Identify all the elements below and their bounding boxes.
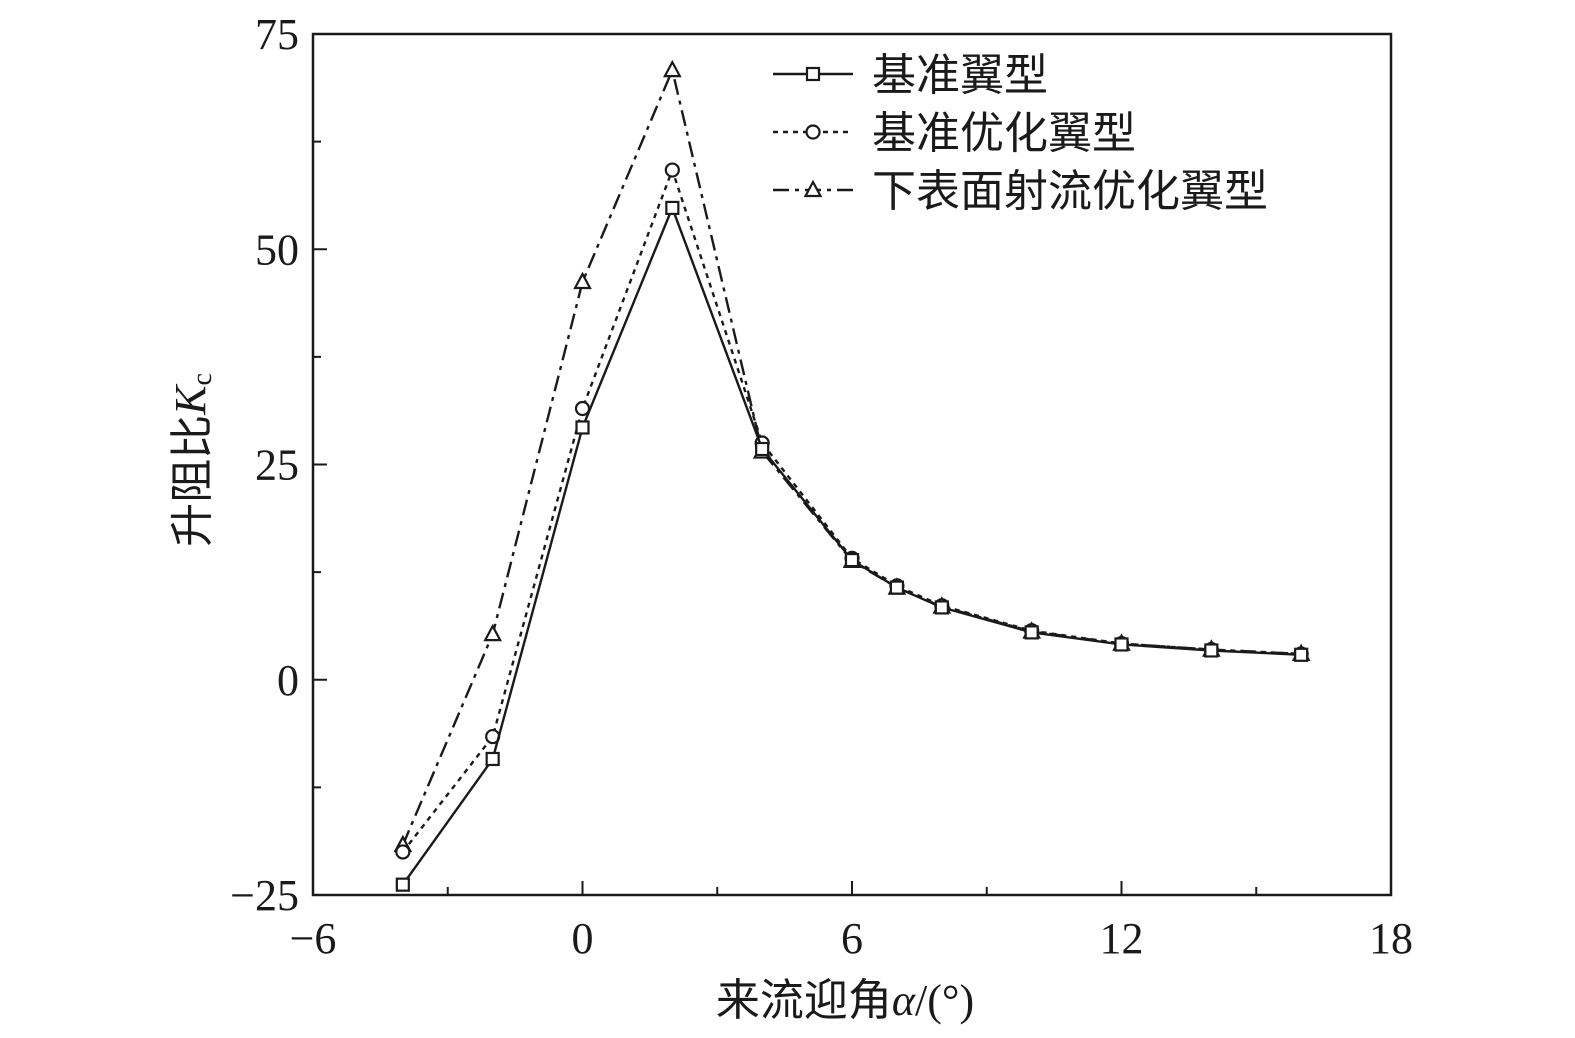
x-tick-label: 18 — [1369, 914, 1413, 963]
x-tick-label: 6 — [841, 914, 863, 963]
data-point-square — [844, 552, 860, 568]
data-point-circle — [664, 162, 680, 178]
y-tick-label: 75 — [255, 10, 299, 59]
legend-item: 基准优化翼型 — [773, 108, 1136, 159]
data-point-square — [934, 600, 949, 615]
x-tick-label: 12 — [1100, 914, 1144, 963]
data-point-circle — [395, 844, 411, 860]
y-tick-label: 25 — [255, 441, 299, 490]
series-square — [395, 200, 1309, 892]
y-axis-title-symbol: K — [166, 383, 215, 416]
x-axis-title-unit: /(°) — [915, 976, 974, 1025]
data-point-square — [1204, 643, 1219, 658]
legend-label: 基准优化翼型 — [872, 108, 1136, 159]
data-point-triangle — [662, 59, 682, 78]
series-circle — [395, 162, 1309, 860]
legend-label: 下表面射流优化翼型 — [872, 166, 1268, 217]
x-tick-label: −6 — [290, 914, 337, 963]
data-point-square — [755, 441, 770, 457]
x-tick-label: 0 — [572, 914, 594, 963]
y-axis-title-main: 升阻比 — [167, 415, 218, 547]
tick-labels: −6 0 6 12 18 −25 0 25 50 75 — [230, 10, 1413, 963]
data-point-triangle — [483, 623, 503, 642]
x-axis-title-main: 来流迎角 — [716, 975, 892, 1026]
y-tick-label: 0 — [277, 656, 299, 705]
data-point-square — [1024, 625, 1039, 640]
svg-text:升阻比Kc: 升阻比Kc — [166, 373, 218, 547]
series-line — [401, 166, 1302, 853]
x-axis-title-symbol: α — [892, 976, 916, 1025]
y-tick-label: −25 — [230, 871, 299, 920]
data-point-square — [889, 580, 905, 595]
y-tick-label: 50 — [255, 225, 299, 274]
data-point-circle — [574, 400, 591, 417]
data-point-circle — [805, 124, 821, 140]
data-point-square — [395, 877, 410, 892]
data-point-square — [805, 66, 821, 82]
y-axis-title-subscript: c — [187, 373, 218, 385]
legend-item: 基准翼型 — [773, 50, 1048, 101]
data-point-triangle — [803, 179, 823, 198]
series-line — [401, 204, 1302, 886]
data-point-square — [1294, 647, 1309, 662]
data-point-square — [575, 420, 590, 435]
y-axis-title: 升阻比Kc — [166, 373, 218, 547]
legend-item: 下表面射流优化翼型 — [773, 166, 1268, 217]
data-point-triangle — [573, 271, 592, 290]
x-axis-title: 来流迎角α/(°) — [716, 975, 974, 1026]
data-point-square — [665, 200, 680, 216]
series-layer — [393, 59, 1311, 892]
plot-frame — [311, 32, 1393, 897]
data-point-square — [1114, 637, 1129, 652]
legend-label: 基准翼型 — [872, 50, 1048, 101]
data-point-square — [485, 751, 500, 767]
axes — [311, 32, 1393, 897]
